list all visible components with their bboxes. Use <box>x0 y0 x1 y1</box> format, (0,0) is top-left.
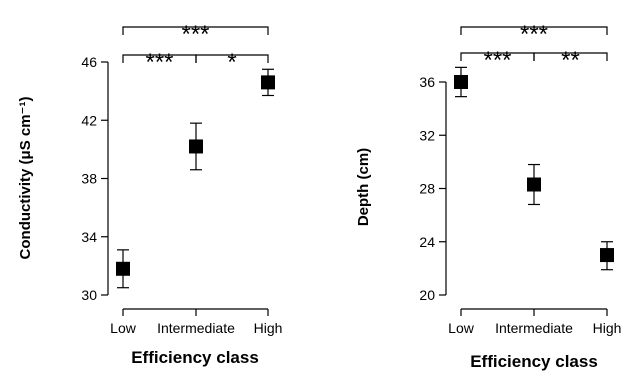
y-tick-label: 30 <box>81 287 97 303</box>
significance-bracket <box>533 52 608 61</box>
y-tick-label: 36 <box>419 74 435 90</box>
x-tick-label: Intermediate <box>157 320 235 336</box>
y-tick-label: 46 <box>81 54 97 70</box>
y-tick-label: 20 <box>419 287 435 303</box>
x-tick-label: High <box>593 320 622 336</box>
y-axis-title: Depth (cm) <box>355 148 372 226</box>
chart-conductivity: 30 34 38 42 46 Low Intermediate High Efficiency … <box>17 21 282 367</box>
data-point <box>116 261 130 276</box>
y-tick-label: 24 <box>419 234 435 250</box>
y-tick-label: 32 <box>419 127 435 143</box>
significance-label: *** <box>520 21 548 48</box>
significance-bracket <box>122 26 269 35</box>
x-tick-label: Low <box>110 320 137 336</box>
x-tick-label: Intermediate <box>495 320 573 336</box>
significance-label: *** <box>483 47 511 74</box>
data-point <box>600 248 614 263</box>
data-point <box>261 75 275 90</box>
x-tick-label: High <box>254 320 283 336</box>
data-point <box>189 139 203 154</box>
y-tick-label: 34 <box>81 229 97 245</box>
significance-label: *** <box>145 49 173 76</box>
significance-bracket <box>195 54 269 63</box>
y-axis-title: Conductivity (μS cm⁻¹) <box>17 97 34 260</box>
chart-depth: 20 24 28 32 36 Low Intermediate High Efficiency … <box>355 21 621 371</box>
y-tick-label: 42 <box>81 112 97 128</box>
x-axis-title: Efficiency class <box>470 352 598 371</box>
significance-bracket <box>460 26 608 35</box>
x-tick-label: Low <box>448 320 475 336</box>
significance-label: ** <box>561 47 580 74</box>
y-tick-label: 28 <box>419 181 435 197</box>
significance-label: * <box>227 49 236 76</box>
significance-label: *** <box>181 21 209 48</box>
data-point <box>527 177 541 192</box>
y-tick-label: 38 <box>81 171 97 187</box>
x-axis-title: Efficiency class <box>131 348 259 367</box>
data-point <box>454 75 468 89</box>
